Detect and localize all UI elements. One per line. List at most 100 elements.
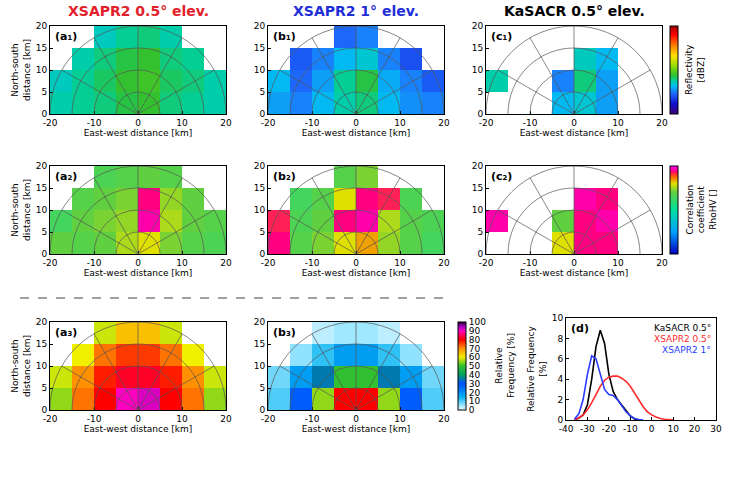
- svg-text:0: 0: [135, 414, 141, 424]
- svg-text:10: 10: [612, 118, 624, 128]
- svg-text:70: 70: [469, 344, 481, 354]
- svg-text:10: 10: [394, 118, 406, 128]
- svg-text:10: 10: [552, 313, 564, 323]
- svg-text:0: 0: [353, 118, 359, 128]
- svg-text:15: 15: [36, 183, 47, 193]
- svg-text:50: 50: [469, 361, 481, 371]
- svg-text:(d): (d): [571, 322, 589, 335]
- svg-text:10: 10: [176, 414, 188, 424]
- svg-text:15: 15: [254, 339, 265, 349]
- svg-text:5: 5: [41, 383, 47, 393]
- svg-text:10: 10: [176, 118, 188, 128]
- svg-text:-10: -10: [523, 258, 538, 268]
- svg-text:-10: -10: [305, 414, 320, 424]
- svg-text:0: 0: [477, 109, 483, 119]
- svg-text:East-west distance [km]: East-west distance [km]: [520, 268, 629, 278]
- svg-text:-20: -20: [261, 414, 276, 424]
- svg-text:30: 30: [710, 424, 722, 434]
- svg-text:20: 20: [472, 161, 484, 171]
- svg-text:East-west distance [km]: East-west distance [km]: [520, 128, 629, 138]
- svg-text:0: 0: [259, 109, 265, 119]
- svg-text:20: 20: [656, 258, 668, 268]
- svg-text:20: 20: [220, 414, 232, 424]
- svg-text:40: 40: [469, 370, 481, 380]
- svg-text:0: 0: [135, 258, 141, 268]
- svg-text:(c₂): (c₂): [491, 170, 512, 183]
- svg-text:-10: -10: [305, 118, 320, 128]
- svg-text:North-southdistance [km]: North-southdistance [km]: [10, 335, 32, 397]
- svg-text:(b₃): (b₃): [273, 326, 296, 339]
- svg-text:5: 5: [477, 227, 483, 237]
- svg-text:20: 20: [36, 161, 48, 171]
- svg-text:80: 80: [469, 335, 481, 345]
- svg-text:10: 10: [254, 65, 266, 75]
- svg-text:10: 10: [472, 65, 484, 75]
- svg-text:-10: -10: [87, 414, 102, 424]
- svg-text:20: 20: [472, 21, 484, 31]
- svg-text:East-west distance [km]: East-west distance [km]: [84, 268, 193, 278]
- svg-text:15: 15: [36, 339, 47, 349]
- svg-text:10: 10: [36, 205, 48, 215]
- svg-text:-20: -20: [602, 424, 617, 434]
- svg-text:(b₂): (b₂): [273, 170, 296, 183]
- svg-text:20: 20: [254, 317, 266, 327]
- svg-text:20: 20: [469, 388, 481, 398]
- svg-text:15: 15: [254, 183, 265, 193]
- svg-text:5: 5: [259, 227, 265, 237]
- svg-text:20: 20: [220, 118, 232, 128]
- svg-text:100: 100: [469, 317, 486, 327]
- svg-text:0: 0: [571, 258, 577, 268]
- svg-text:0: 0: [259, 249, 265, 259]
- svg-text:-40: -40: [559, 424, 574, 434]
- svg-text:0: 0: [557, 415, 563, 425]
- svg-text:15: 15: [472, 183, 483, 193]
- svg-text:East-west distance [km]: East-west distance [km]: [84, 128, 193, 138]
- svg-text:30: 30: [469, 379, 481, 389]
- svg-text:10: 10: [394, 258, 406, 268]
- svg-text:8: 8: [557, 334, 563, 344]
- svg-text:0: 0: [477, 249, 483, 259]
- svg-text:Relative Frequency[%]: Relative Frequency[%]: [526, 326, 548, 412]
- svg-text:5: 5: [259, 87, 265, 97]
- svg-text:RelativeFrequency [%]: RelativeFrequency [%]: [494, 333, 516, 398]
- svg-text:10: 10: [254, 205, 266, 215]
- svg-text:0: 0: [469, 405, 475, 415]
- svg-text:-10: -10: [623, 424, 638, 434]
- svg-text:North-southdistance [km]: North-southdistance [km]: [10, 179, 32, 241]
- svg-text:-10: -10: [305, 258, 320, 268]
- svg-text:-10: -10: [87, 118, 102, 128]
- svg-text:0: 0: [571, 118, 577, 128]
- svg-text:Reflectivity[dBZ]: Reflectivity[dBZ]: [684, 44, 706, 95]
- svg-text:-20: -20: [261, 118, 276, 128]
- svg-text:5: 5: [41, 227, 47, 237]
- svg-text:0: 0: [41, 405, 47, 415]
- svg-text:20: 20: [36, 317, 48, 327]
- svg-text:6: 6: [557, 354, 563, 364]
- svg-text:20: 20: [656, 118, 668, 128]
- svg-text:10: 10: [469, 396, 481, 406]
- svg-text:0: 0: [353, 414, 359, 424]
- svg-text:10: 10: [176, 258, 188, 268]
- svg-text:-20: -20: [479, 258, 494, 268]
- svg-text:0: 0: [259, 405, 265, 415]
- svg-text:20: 20: [438, 414, 450, 424]
- svg-text:10: 10: [612, 258, 624, 268]
- svg-text:20: 20: [220, 258, 232, 268]
- svg-text:10: 10: [667, 424, 679, 434]
- svg-text:-20: -20: [43, 258, 58, 268]
- svg-text:4: 4: [557, 374, 563, 384]
- svg-text:5: 5: [41, 87, 47, 97]
- svg-text:20: 20: [689, 424, 701, 434]
- svg-text:-20: -20: [43, 118, 58, 128]
- svg-text:10: 10: [394, 414, 406, 424]
- svg-text:5: 5: [477, 87, 483, 97]
- svg-text:-20: -20: [261, 258, 276, 268]
- svg-text:-20: -20: [479, 118, 494, 128]
- svg-text:(a₂): (a₂): [55, 170, 77, 183]
- svg-text:XSAPR2 0.5° elev.: XSAPR2 0.5° elev.: [68, 3, 209, 19]
- svg-text:XSAPR2 1°: XSAPR2 1°: [662, 345, 711, 355]
- svg-text:(a₁): (a₁): [55, 30, 77, 43]
- svg-text:East-west distance [km]: East-west distance [km]: [302, 128, 411, 138]
- svg-text:-10: -10: [87, 258, 102, 268]
- svg-text:-20: -20: [43, 414, 58, 424]
